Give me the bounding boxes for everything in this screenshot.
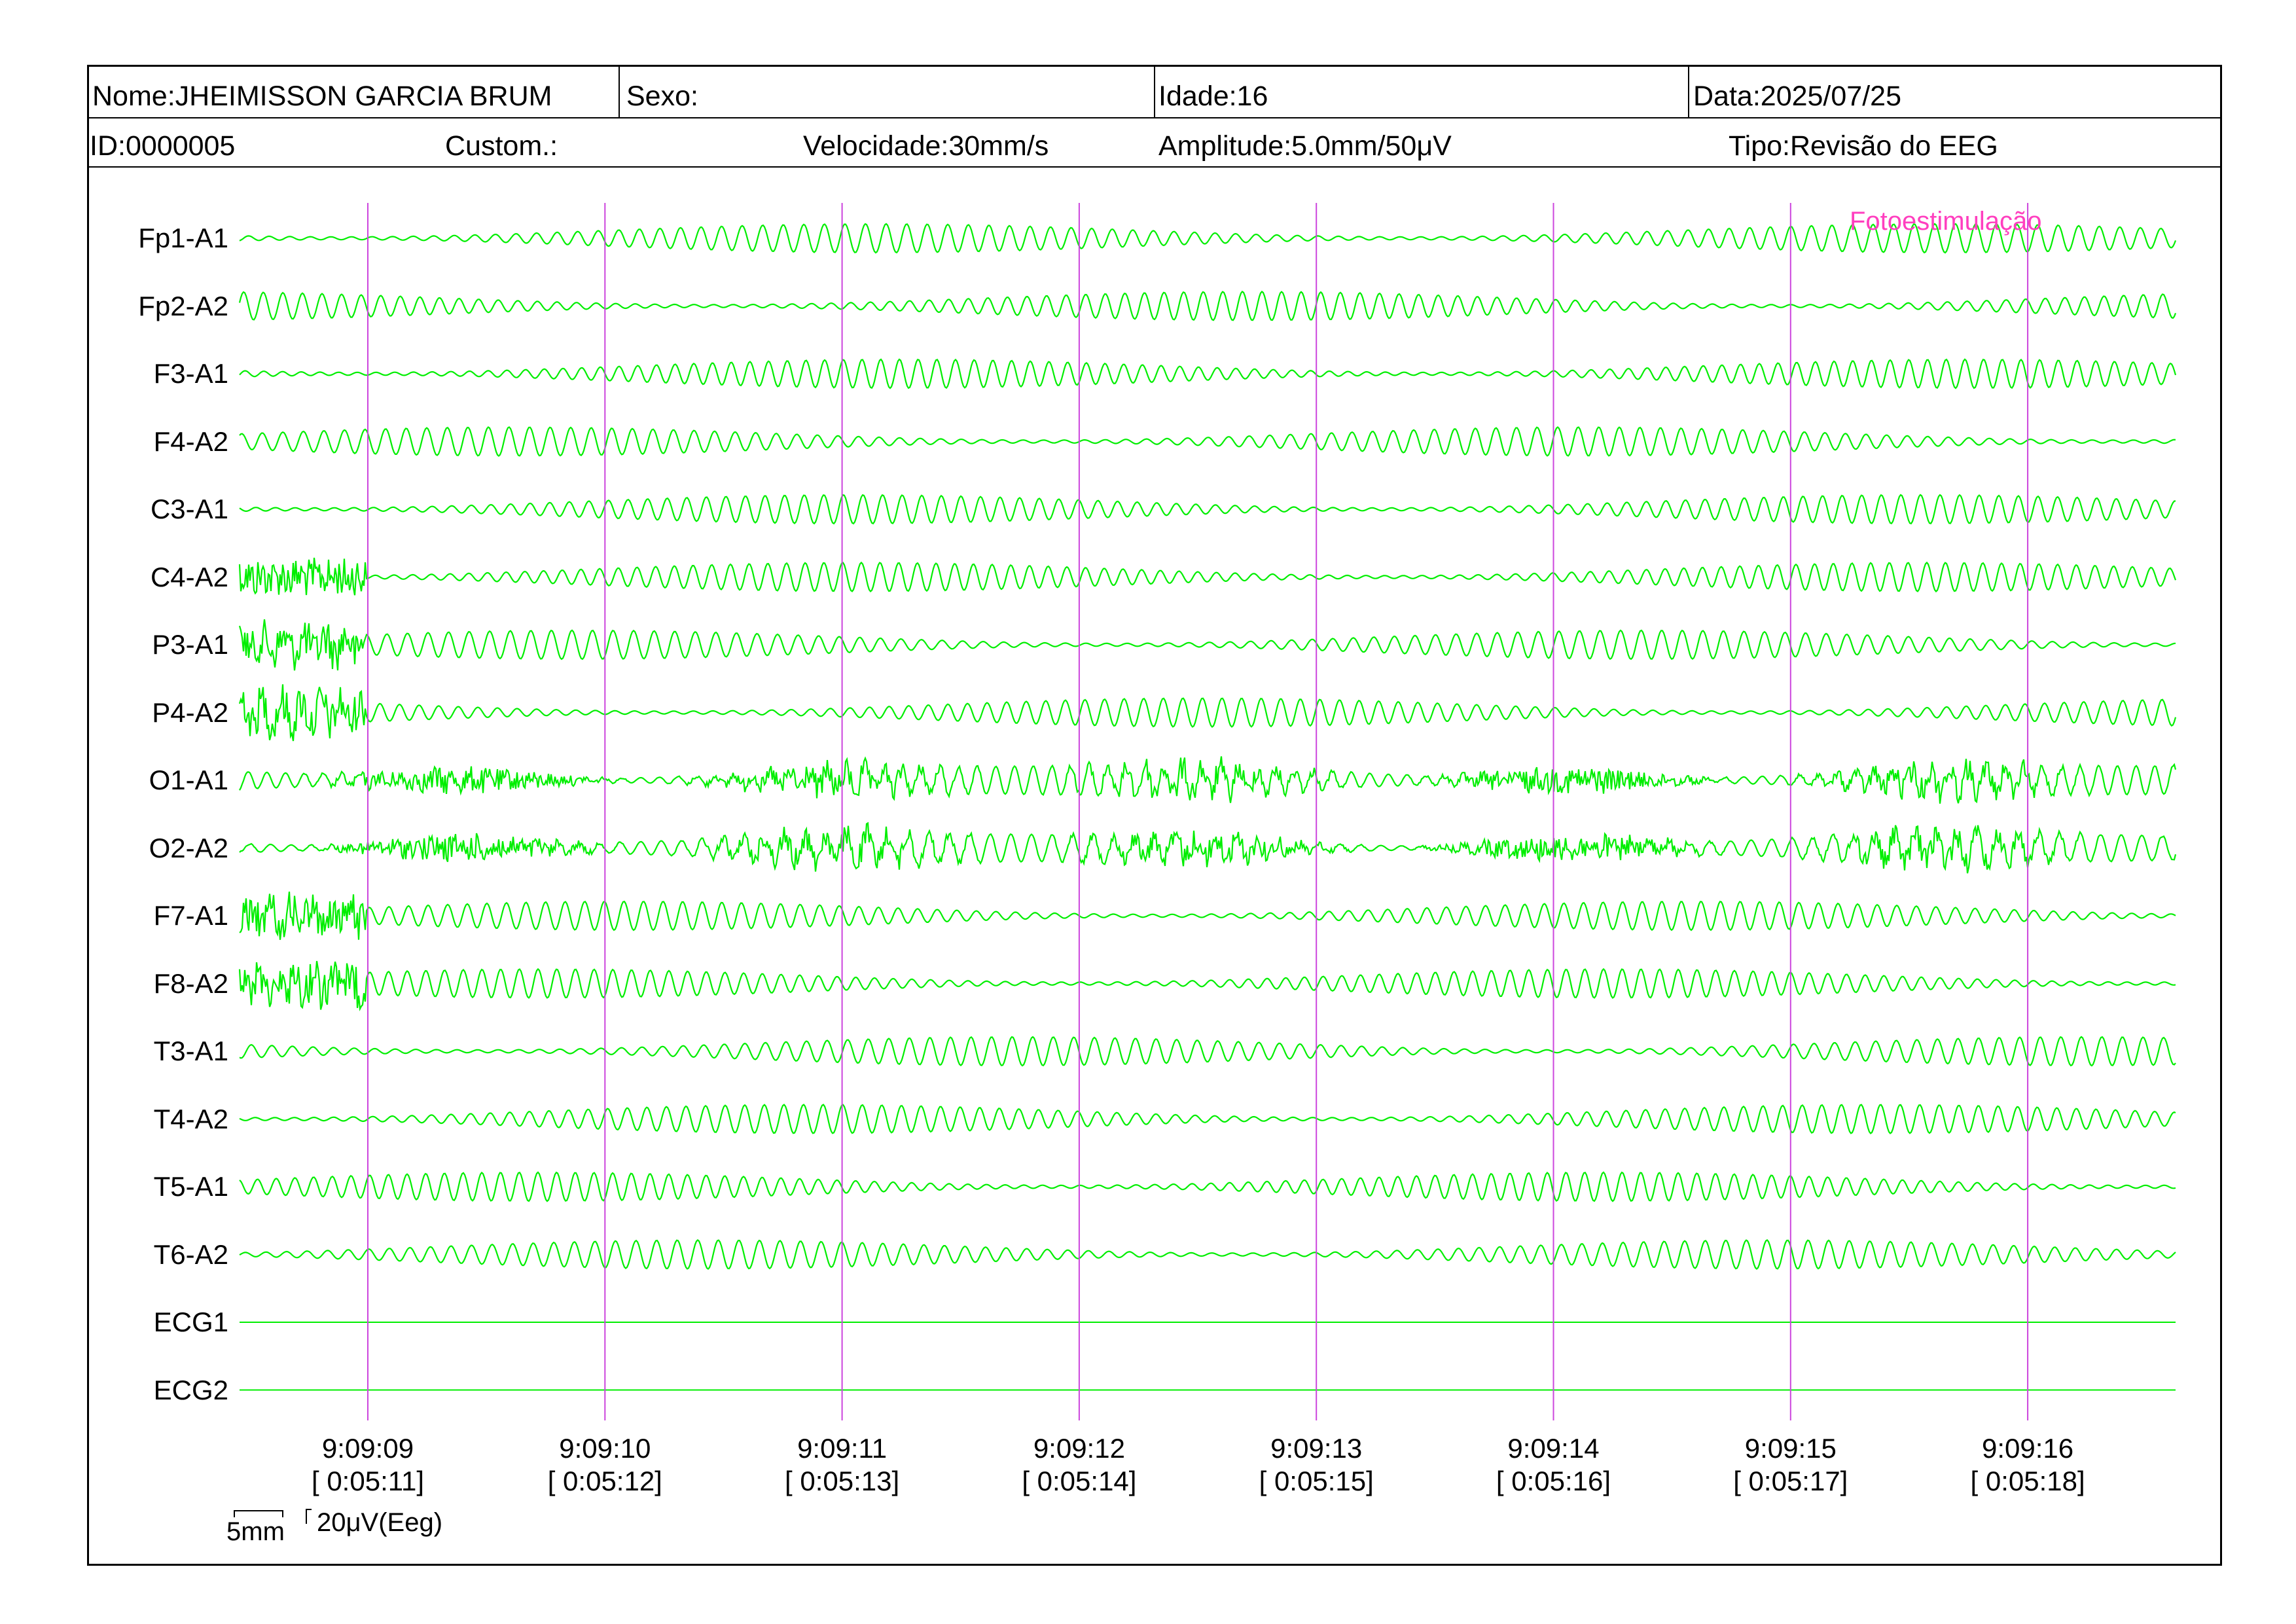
channel-label: T5-A1 (153, 1171, 228, 1202)
channel-label: P3-A1 (152, 629, 228, 660)
trace-f3-a1 (239, 358, 2177, 389)
clock-time: 9:09:10 (559, 1433, 651, 1464)
amplitude-scale-label: 20μV(Eeg) (317, 1508, 443, 1537)
trace-f4-a2 (239, 426, 2176, 457)
channel-label: F3-A1 (153, 358, 228, 389)
elapsed-time: [ 0:05:16] (1496, 1466, 1611, 1496)
channel-label: O2-A2 (149, 832, 228, 863)
elapsed-time: [ 0:05:14] (1022, 1466, 1137, 1496)
header-sep-1 (619, 67, 620, 117)
trace-t6-a2 (239, 1239, 2176, 1270)
scale-bracket (234, 1509, 312, 1524)
patient-name: Nome:JHEIMISSON GARCIA BRUM (92, 81, 552, 112)
time-marker-label: 9:09:10[ 0:05:12] (507, 1432, 703, 1498)
channel-label: F4-A2 (153, 425, 228, 457)
trace-t4-a2 (239, 1104, 2176, 1134)
trace-t3-a1 (239, 1036, 2176, 1067)
clock-time: 9:09:15 (1744, 1433, 1837, 1464)
photic-stimulation-annotation: Fotoestimulação (1850, 207, 2042, 236)
trace-f7-a1 (239, 892, 2176, 940)
trace-o2-a2 (239, 821, 2177, 874)
channel-label: O1-A1 (149, 765, 228, 795)
channel-label: ECG2 (153, 1374, 228, 1405)
trace-p4-a2 (238, 684, 2177, 742)
header-sep-2 (1154, 67, 1155, 117)
time-marker-label: 9:09:09[ 0:05:11] (270, 1432, 466, 1498)
record-id: ID:0000005 (90, 130, 236, 162)
elapsed-time: [ 0:05:18] (1970, 1466, 2085, 1496)
elapsed-time: [ 0:05:12] (547, 1466, 662, 1496)
trace-c4-a2 (238, 557, 2177, 596)
clock-time: 9:09:11 (797, 1433, 888, 1464)
time-marker-label: 9:09:12[ 0:05:14] (981, 1432, 1177, 1498)
clock-time: 9:09:13 (1270, 1433, 1363, 1464)
elapsed-time: [ 0:05:17] (1733, 1466, 1848, 1496)
elapsed-time: [ 0:05:13] (785, 1466, 900, 1496)
header-divider-1 (89, 117, 2220, 118)
clock-time: 9:09:16 (1982, 1433, 2074, 1464)
clock-time: 9:09:14 (1507, 1433, 1600, 1464)
time-marker-label: 9:09:14[ 0:05:16] (1456, 1432, 1652, 1498)
review-type: Tipo:Revisão do EEG (1729, 130, 1998, 162)
time-marker-label: 9:09:13[ 0:05:15] (1218, 1432, 1414, 1498)
report-frame (87, 65, 2222, 1566)
trace-c3-a1 (239, 494, 2176, 525)
channel-label: T4-A2 (153, 1103, 228, 1134)
trace-p3-a1 (238, 619, 2176, 671)
trace-fp2-a2 (238, 290, 2177, 321)
channel-label: F8-A2 (153, 967, 228, 999)
time-marker-label: 9:09:15[ 0:05:17] (1693, 1432, 1889, 1498)
channel-label: Fp2-A2 (138, 290, 228, 321)
trace-o1-a1 (239, 756, 2177, 804)
channel-label: ECG1 (153, 1307, 228, 1337)
patient-age: Idade:16 (1158, 81, 1268, 112)
header-sep-3 (1688, 67, 1689, 117)
channel-label: F7-A1 (153, 900, 228, 931)
record-date: Data:2025/07/25 (1693, 81, 1901, 112)
clock-time: 9:09:12 (1033, 1433, 1125, 1464)
patient-sex: Sexo: (626, 81, 698, 112)
custom-field: Custom.: (445, 130, 558, 162)
channel-label: Fp1-A1 (138, 223, 228, 253)
trace-fp1-a1 (239, 223, 2177, 254)
time-marker-label: 9:09:16[ 0:05:18] (1929, 1432, 2126, 1498)
trace-t5-a1 (239, 1171, 2176, 1202)
paper-speed: Velocidade:30mm/s (803, 130, 1049, 162)
channel-label: T3-A1 (153, 1036, 228, 1066)
header-divider-2 (89, 166, 2220, 168)
elapsed-time: [ 0:05:11] (311, 1466, 425, 1496)
elapsed-time: [ 0:05:15] (1259, 1466, 1374, 1496)
clock-time: 9:09:09 (321, 1433, 414, 1464)
channel-label: P4-A2 (152, 696, 228, 728)
channel-label: C4-A2 (150, 561, 228, 592)
time-scale-label: 5mm (226, 1517, 285, 1546)
time-marker-label: 9:09:11[ 0:05:13] (744, 1432, 941, 1498)
trace-f8-a2 (238, 961, 2176, 1011)
channel-label: C3-A1 (150, 494, 228, 524)
amplitude-setting: Amplitude:5.0mm/50μV (1158, 130, 1452, 162)
channel-label: T6-A2 (153, 1238, 228, 1270)
